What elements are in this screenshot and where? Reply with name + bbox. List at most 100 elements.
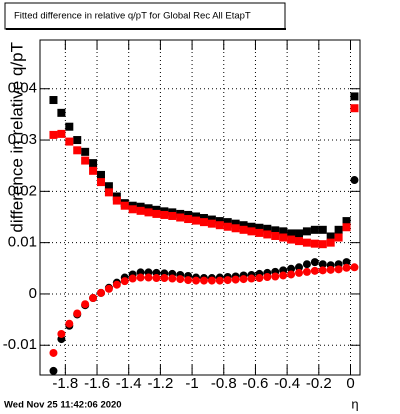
circle-marker <box>263 273 272 282</box>
circle-marker <box>160 274 169 283</box>
square-marker <box>302 238 311 247</box>
circle-marker <box>231 275 240 284</box>
square-marker <box>247 222 256 231</box>
square-marker <box>334 225 343 234</box>
square-marker <box>65 137 74 146</box>
square-marker <box>199 218 208 227</box>
circle-marker <box>49 366 58 375</box>
x-tick-label: -0.4 <box>274 375 300 392</box>
square-marker <box>342 223 351 232</box>
circle-marker <box>128 274 137 283</box>
square-marker <box>81 156 90 165</box>
circle-marker <box>342 258 351 267</box>
square-marker <box>128 205 137 214</box>
x-tick-label: -0.6 <box>243 375 269 392</box>
circle-marker <box>295 268 304 277</box>
y-tick-label: 0.02 <box>8 182 37 199</box>
square-marker <box>287 229 296 238</box>
square-marker <box>49 130 58 139</box>
square-marker <box>223 222 232 231</box>
square-marker <box>302 227 311 236</box>
circle-marker <box>247 274 256 283</box>
square-marker <box>326 238 335 247</box>
square-marker <box>271 231 280 240</box>
circle-marker <box>287 264 296 273</box>
square-marker <box>207 215 216 224</box>
y-axis-label: difference in relative q/pT <box>7 42 26 233</box>
square-marker <box>89 159 98 168</box>
square-marker <box>184 215 193 224</box>
square-marker <box>223 218 232 227</box>
square-marker <box>81 147 90 156</box>
square-marker <box>65 122 74 131</box>
chart-title: Fitted difference in relative q/pT for G… <box>14 11 251 22</box>
circle-marker <box>279 271 288 280</box>
square-marker <box>350 104 359 113</box>
circle-marker <box>136 273 145 282</box>
square-marker <box>96 170 105 179</box>
square-marker <box>310 239 319 248</box>
square-marker <box>152 205 161 214</box>
circle-marker <box>302 260 311 269</box>
title-box <box>4 2 286 30</box>
square-marker <box>57 108 66 117</box>
square-marker <box>199 214 208 223</box>
circle-marker <box>49 348 58 357</box>
square-marker <box>215 221 224 230</box>
square-marker <box>104 182 113 191</box>
square-marker <box>350 92 359 101</box>
square-marker <box>279 227 288 236</box>
circle-marker <box>144 273 153 282</box>
square-marker <box>342 217 351 226</box>
circle-marker <box>207 276 216 285</box>
plot-frame <box>39 39 361 376</box>
square-marker <box>104 188 113 197</box>
circle-marker <box>310 258 319 267</box>
square-marker <box>231 219 240 228</box>
x-tick-label: 0 <box>346 375 354 392</box>
square-marker <box>279 233 288 242</box>
square-marker <box>295 229 304 238</box>
square-marker <box>231 224 240 233</box>
circle-marker <box>239 275 248 284</box>
circle-marker <box>350 263 359 272</box>
circle-marker <box>81 300 90 309</box>
square-marker <box>184 210 193 219</box>
square-marker <box>160 210 169 219</box>
x-tick-label: -0.2 <box>306 375 332 392</box>
circle-marker <box>326 265 335 274</box>
x-tick-label: -1.2 <box>147 375 173 392</box>
square-marker <box>136 206 145 215</box>
circle-marker <box>350 176 359 185</box>
title-box-shadow <box>6 28 286 30</box>
circle-marker <box>120 277 129 286</box>
circle-marker <box>184 276 193 285</box>
square-marker <box>73 146 82 155</box>
circle-marker <box>104 284 113 293</box>
square-marker <box>207 219 216 228</box>
circle-marker <box>334 265 343 274</box>
square-marker <box>192 216 201 225</box>
square-marker <box>192 212 201 221</box>
square-marker <box>247 227 256 236</box>
square-marker <box>271 226 280 235</box>
circle-marker <box>96 288 105 297</box>
circle-marker <box>342 263 351 272</box>
square-marker <box>287 235 296 244</box>
square-marker <box>112 196 121 205</box>
timestamp: Wed Nov 25 11:42:06 2020 <box>4 400 122 411</box>
x-tick-label: -1.6 <box>84 375 110 392</box>
circle-marker <box>318 260 327 269</box>
circle-marker <box>73 309 82 318</box>
square-marker <box>144 208 153 217</box>
circle-marker <box>199 276 208 285</box>
square-marker <box>239 225 248 234</box>
circle-marker <box>295 263 304 272</box>
circle-marker <box>287 270 296 279</box>
square-marker <box>96 178 105 187</box>
square-marker <box>318 240 327 249</box>
square-marker <box>318 225 327 234</box>
circle-marker <box>192 276 201 285</box>
square-marker <box>49 96 58 105</box>
circle-marker <box>112 280 121 289</box>
